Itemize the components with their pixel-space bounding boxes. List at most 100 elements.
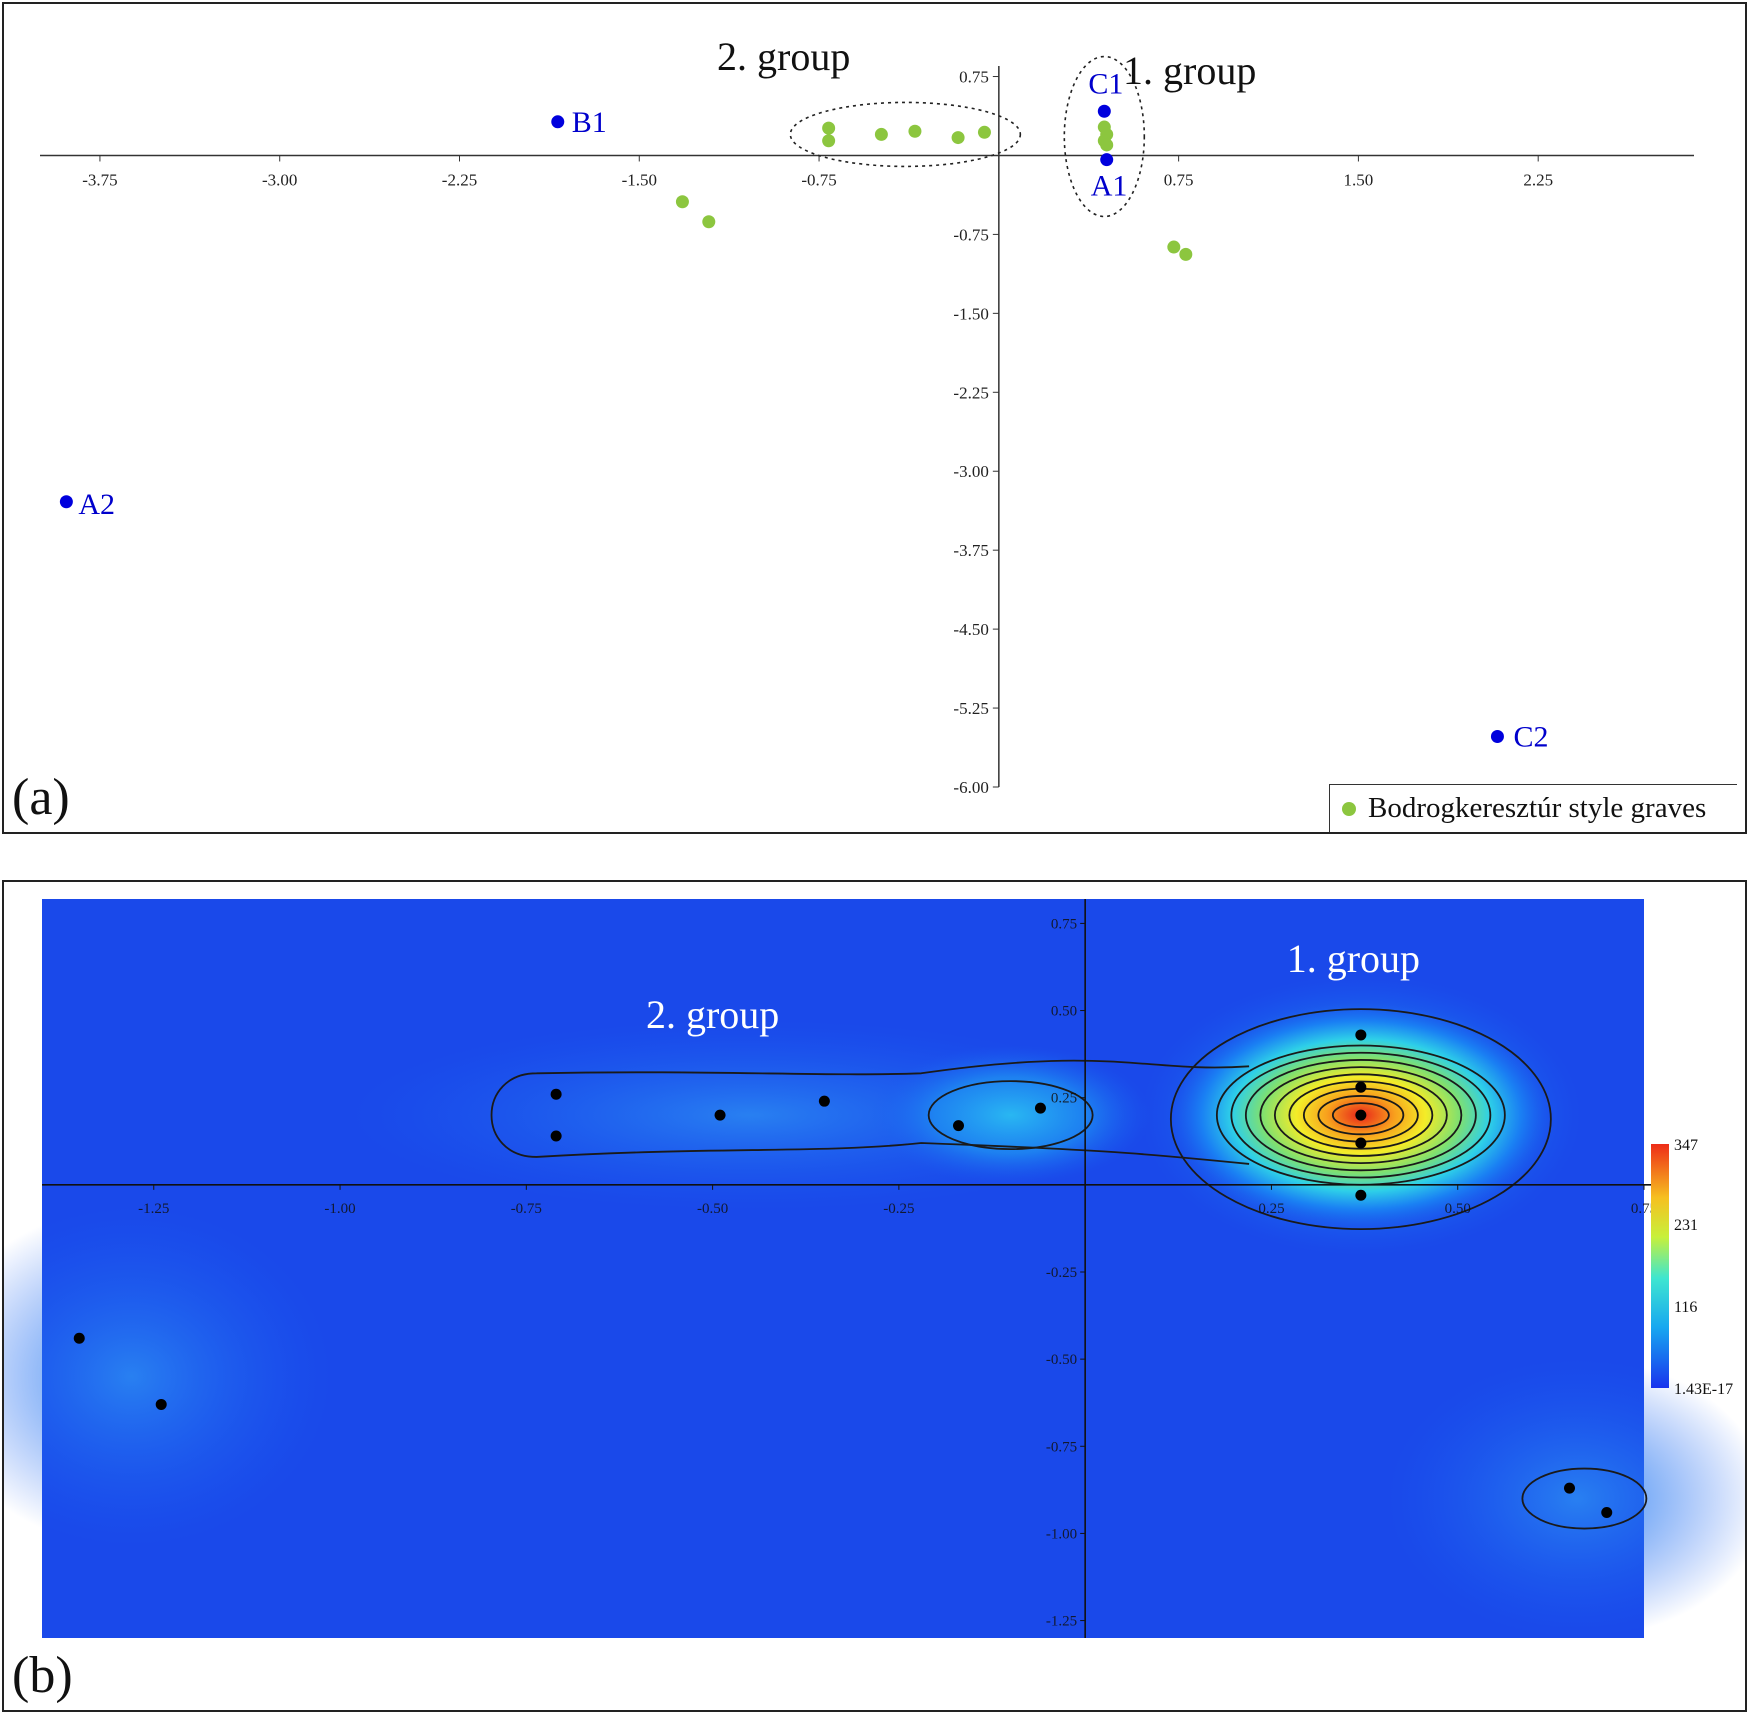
x-tick-label: 0.75 xyxy=(1631,1201,1657,1217)
point-label-c2: C2 xyxy=(1513,720,1548,753)
scatter-panel-a: -3.75 -3.00 -2.25 -1.50 -0.75 0.75 1.50 2.25 0.7… xyxy=(2,2,1747,834)
grave-point xyxy=(1355,1029,1367,1041)
x-tick-label: -0.75 xyxy=(511,1201,542,1217)
grave-point xyxy=(155,1398,167,1410)
density-plot-b: -1.25 -1.00 -0.75 -0.50 -0.25 0.25 0.50 0.75 0.7… xyxy=(4,899,1745,1639)
x-tick-label: -1.00 xyxy=(324,1201,355,1217)
grave-point xyxy=(1355,1189,1367,1201)
bodrogkeresztur-point xyxy=(977,125,991,139)
colorbar xyxy=(1651,1144,1669,1388)
y-tick-label: -0.50 xyxy=(1046,1352,1077,1368)
y-tick-label: -6.00 xyxy=(953,778,988,797)
x-tick-label: -1.25 xyxy=(138,1201,169,1217)
y-tick-label: -0.75 xyxy=(953,225,988,244)
y-tick-label: 0.50 xyxy=(1051,1004,1077,1020)
x-tick-label: -0.50 xyxy=(697,1201,728,1217)
x-tick-label: -2.25 xyxy=(442,170,477,189)
density-contour-group2 xyxy=(490,1059,1250,1165)
density-contour-outer xyxy=(1169,1008,1552,1231)
grave-point xyxy=(818,1095,830,1107)
density-contour xyxy=(1244,1059,1477,1172)
point-label-a2: A2 xyxy=(78,488,115,521)
x-tick-label: -0.25 xyxy=(883,1201,914,1217)
y-tick-label: -3.75 xyxy=(953,541,988,560)
density-panel-b: -1.25 -1.00 -0.75 -0.50 -0.25 0.25 0.50 0.75 0.7… xyxy=(2,880,1747,1712)
scatter-plot-a: -3.75 -3.00 -2.25 -1.50 -0.75 0.75 1.50 2.25 0.7… xyxy=(40,34,1694,797)
grave-point xyxy=(1355,1081,1367,1093)
x-tick-label: -3.00 xyxy=(262,170,297,189)
y-tick-label: 0.25 xyxy=(1051,1091,1077,1107)
grave-point xyxy=(550,1130,562,1142)
bodrogkeresztur-point xyxy=(702,215,716,229)
group-2-outline xyxy=(789,101,1022,168)
x-tick-label: 0.25 xyxy=(1258,1201,1284,1217)
group-1-outline xyxy=(1063,55,1146,218)
density-contour xyxy=(1273,1073,1448,1157)
labeled-point-b1 xyxy=(551,115,565,129)
bodrogkeresztur-point xyxy=(822,121,836,135)
panel-label-a: (a) xyxy=(12,769,70,826)
labeled-point-c1 xyxy=(1097,104,1111,118)
labeled-point-a1 xyxy=(1100,153,1114,167)
x-tick-label: -0.75 xyxy=(801,170,836,189)
density-contour xyxy=(1230,1051,1492,1179)
y-tick-label: -2.25 xyxy=(953,383,988,402)
x-tick-label: 0.50 xyxy=(1445,1201,1471,1217)
grave-point xyxy=(1355,1109,1367,1121)
density-glow-right xyxy=(1386,1358,1745,1639)
grave-point xyxy=(550,1088,562,1100)
density-glow-left xyxy=(4,1206,332,1547)
y-tick-label: -3.00 xyxy=(953,462,988,481)
bodrogkeresztur-point xyxy=(874,127,888,141)
y-tick-label: 0.75 xyxy=(1051,916,1077,932)
y-tick-label: 0.75 xyxy=(959,68,989,87)
legend: Bodrogkeresztúr style graves xyxy=(1329,784,1737,832)
bodrogkeresztur-point xyxy=(908,124,922,138)
grave-point xyxy=(1034,1102,1046,1114)
grave-point xyxy=(1563,1482,1575,1494)
colorbar-label: 1.43E-17 xyxy=(1674,1381,1733,1398)
y-tick-label: -0.75 xyxy=(1046,1439,1077,1455)
y-tick-label: -4.50 xyxy=(953,620,988,639)
density-glow-group2-core xyxy=(870,1045,1151,1186)
y-tick-label: -1.00 xyxy=(1046,1526,1077,1542)
colorbar-label: 231 xyxy=(1674,1217,1698,1234)
density-contour xyxy=(1331,1102,1390,1129)
legend-label: Bodrogkeresztúr style graves xyxy=(1368,792,1707,824)
grave-point xyxy=(73,1332,85,1344)
density-contour xyxy=(1317,1095,1405,1136)
group-2-label: 2. group xyxy=(646,992,779,1037)
bodrogkeresztur-point xyxy=(1179,247,1193,261)
density-contour xyxy=(1288,1080,1434,1150)
grave-point xyxy=(952,1120,964,1132)
x-tick-label: -3.75 xyxy=(82,170,117,189)
y-tick-label: -1.25 xyxy=(1046,1614,1077,1630)
bodrogkeresztur-point xyxy=(1167,240,1181,254)
grave-point xyxy=(1355,1137,1367,1149)
bodrogkeresztur-point xyxy=(951,131,965,145)
colorbar-label: 116 xyxy=(1674,1299,1697,1316)
y-tick-label: -1.50 xyxy=(953,304,988,323)
bodrogkeresztur-point xyxy=(1100,138,1114,152)
point-label-a1: A1 xyxy=(1091,170,1128,203)
point-label-b1: B1 xyxy=(572,106,607,139)
density-contour-right xyxy=(1521,1467,1648,1530)
x-tick-label: -1.50 xyxy=(622,170,657,189)
y-tick-label: -0.25 xyxy=(1046,1265,1077,1281)
bodrogkeresztur-point xyxy=(822,134,836,148)
density-contour xyxy=(1259,1066,1463,1165)
legend-marker xyxy=(1342,801,1356,816)
x-tick-label: 2.25 xyxy=(1523,170,1553,189)
colorbar-label: 347 xyxy=(1674,1137,1698,1154)
point-label-c1: C1 xyxy=(1088,67,1123,100)
group-1-label: 1. group xyxy=(1123,48,1256,93)
group-1-label: 1. group xyxy=(1287,936,1420,981)
bodrogkeresztur-point xyxy=(675,195,689,209)
grave-point xyxy=(714,1109,726,1121)
y-tick-label: -5.25 xyxy=(953,699,988,718)
x-tick-label: 1.50 xyxy=(1344,170,1374,189)
panel-label-b: (b) xyxy=(12,1647,73,1704)
labeled-point-a2 xyxy=(59,495,73,509)
labeled-point-c2 xyxy=(1490,729,1504,743)
x-tick-label: 0.75 xyxy=(1164,170,1194,189)
